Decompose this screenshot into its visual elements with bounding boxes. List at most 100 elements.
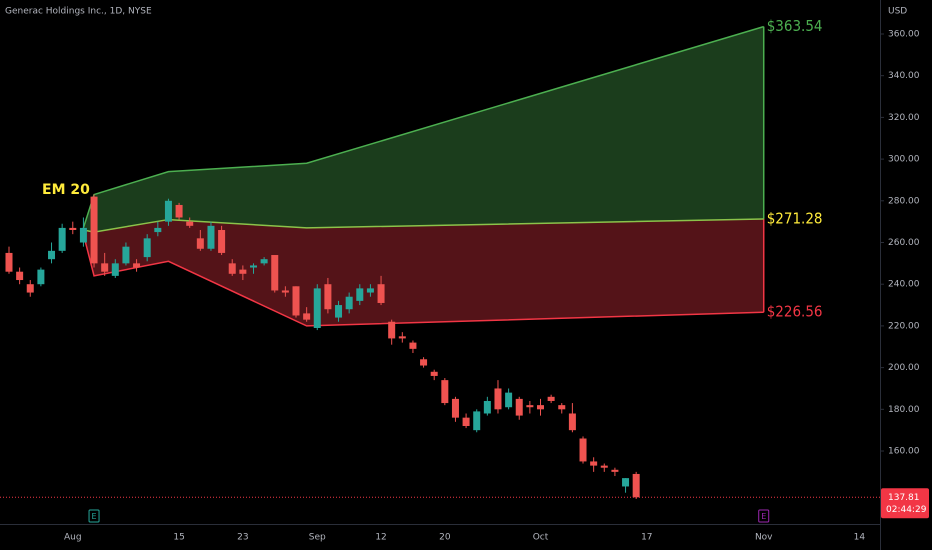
lower-band-line — [82, 233, 764, 327]
last-price-label: 137.81 — [888, 493, 920, 503]
candle-body — [345, 296, 353, 310]
candle-body — [37, 269, 45, 285]
candle-body — [26, 284, 34, 293]
candle-body — [133, 263, 141, 268]
y-tick-label: 220.00 — [888, 321, 920, 331]
candle-body — [632, 473, 640, 498]
candle-body — [388, 321, 396, 339]
candle-body — [122, 246, 130, 264]
y-tick-label: 200.00 — [888, 363, 920, 373]
x-tick-label: 15 — [173, 533, 184, 543]
event-label: E — [92, 512, 97, 521]
candle-body — [271, 255, 279, 291]
band-label: $363.54 — [767, 17, 823, 35]
x-tick-label: 23 — [237, 533, 248, 543]
candle-body — [303, 313, 311, 320]
event-icon — [758, 509, 770, 523]
candle-body — [16, 271, 24, 281]
candle-body — [409, 342, 417, 349]
candle-body — [5, 252, 13, 272]
candle-body — [398, 336, 406, 339]
candle-body — [377, 284, 385, 303]
candle-body — [462, 417, 470, 426]
candle-body — [441, 380, 449, 404]
event-label: E — [761, 512, 766, 521]
candle-body — [260, 259, 268, 264]
candle-body — [313, 288, 321, 328]
x-tick-label: 14 — [854, 533, 866, 543]
y-tick-label: 240.00 — [888, 280, 920, 290]
candle-body — [590, 461, 598, 466]
band-label: $226.56 — [767, 303, 823, 321]
chart-title: Generac Holdings Inc., 1D, NYSE — [5, 7, 152, 17]
candle-body — [335, 305, 343, 318]
candle-body — [451, 398, 459, 418]
candle-body — [473, 411, 481, 431]
candle-body — [186, 221, 194, 226]
candle-body — [324, 284, 332, 310]
candle-body — [249, 265, 257, 268]
candle-body — [79, 227, 87, 243]
x-tick-label: 20 — [439, 533, 451, 543]
x-tick-label: 12 — [375, 533, 386, 543]
last-price-tag — [881, 488, 929, 519]
candle-body — [537, 405, 544, 410]
candle-body — [48, 250, 56, 260]
candle-body — [505, 392, 513, 408]
candle-body — [420, 359, 428, 366]
x-tick-label: Sep — [309, 533, 326, 543]
candle-body — [143, 238, 151, 258]
candle-body — [111, 263, 119, 276]
candle-body — [366, 288, 374, 293]
candle-body — [611, 469, 619, 472]
candle-body — [579, 438, 587, 462]
candle-body — [196, 238, 204, 249]
currency-label: USD — [888, 7, 907, 17]
candle-body — [239, 269, 247, 274]
candle-body — [69, 227, 77, 230]
candle-body — [90, 196, 98, 264]
candle-body — [281, 290, 289, 293]
candle-body — [58, 227, 66, 251]
candle-body — [622, 478, 630, 487]
candle-body — [483, 400, 491, 414]
candle-body — [292, 286, 300, 316]
candle-body — [558, 405, 566, 410]
candle-body — [430, 371, 438, 376]
candle-body — [164, 200, 172, 222]
x-tick-label: Aug — [64, 533, 82, 543]
band-label: $271.28 — [767, 209, 823, 227]
candle-body — [154, 227, 162, 233]
candle-body — [515, 398, 523, 416]
y-tick-label: 180.00 — [888, 405, 920, 415]
candle-body — [547, 396, 555, 401]
y-tick-label: 160.00 — [888, 447, 920, 457]
y-tick-label: 360.00 — [888, 29, 920, 39]
candle-body — [356, 288, 364, 301]
candle-body — [218, 229, 226, 253]
band-annotation: EM 20 — [42, 182, 90, 198]
x-tick-label: Oct — [533, 533, 549, 543]
y-tick-label: 260.00 — [888, 238, 920, 248]
lower-band-area — [83, 218, 764, 326]
y-tick-label: 300.00 — [888, 155, 920, 165]
x-tick-label: Nov — [755, 533, 773, 543]
y-tick-label: 340.00 — [888, 71, 920, 81]
candle-body — [568, 413, 576, 431]
candle-body — [228, 263, 236, 274]
candle-body — [494, 388, 502, 410]
candle-body — [175, 204, 183, 218]
countdown-label: 02:44:29 — [886, 505, 927, 515]
candle-body — [207, 225, 215, 249]
candle-body — [600, 465, 608, 468]
candle-body — [526, 405, 534, 408]
y-tick-label: 280.00 — [888, 196, 920, 206]
candle-body — [101, 263, 109, 272]
x-tick-label: 17 — [641, 533, 652, 543]
event-icon — [88, 509, 100, 523]
upper-band-line — [82, 25, 764, 229]
y-tick-label: 320.00 — [888, 113, 920, 123]
